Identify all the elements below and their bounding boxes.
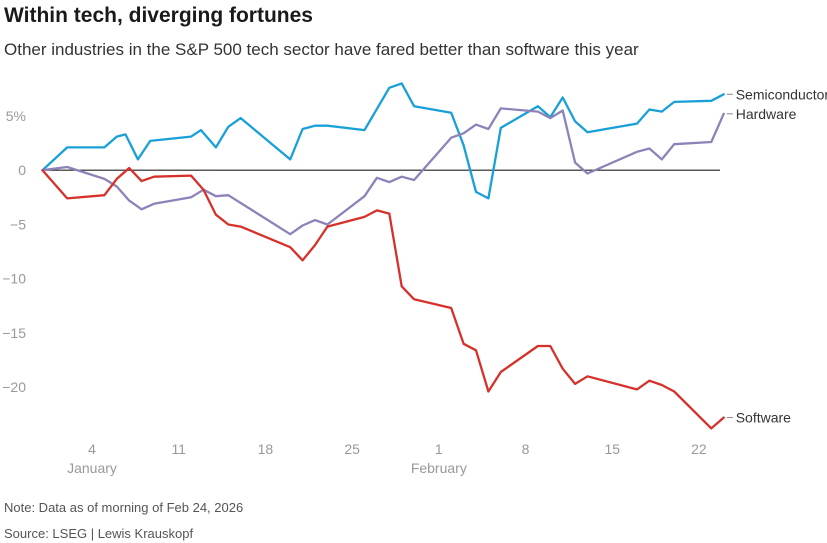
chart-title: Within tech, diverging fortunes xyxy=(4,4,313,27)
series-line-software xyxy=(41,166,725,430)
x-tick-label: 25 xyxy=(344,441,360,457)
chart-subtitle: Other industries in the S&P 500 tech sec… xyxy=(4,40,639,59)
x-tick-label: 11 xyxy=(171,441,186,457)
series-label-software: Software xyxy=(736,410,791,426)
x-tick-label: 4 xyxy=(88,441,96,457)
x-tick-label: 22 xyxy=(691,441,707,457)
y-tick-label: −20 xyxy=(2,379,26,395)
x-month-label: February xyxy=(411,460,467,476)
series-labels: Semiconductors Hardware Software xyxy=(726,86,827,426)
x-tick-label: 15 xyxy=(604,441,620,457)
chart-source: Source: LSEG | Lewis Krauskopf xyxy=(4,526,194,541)
y-tick-label: −5 xyxy=(10,216,26,232)
x-month-label: January xyxy=(67,460,117,476)
y-tick-label: 5% xyxy=(6,108,26,124)
x-tick-label: 18 xyxy=(258,441,274,457)
y-tick-label: −10 xyxy=(2,271,26,287)
x-tick-label: 1 xyxy=(435,441,443,457)
y-tick-label: 0 xyxy=(18,162,26,178)
chart-note: Note: Data as of morning of Feb 24, 2026 xyxy=(4,500,244,515)
series-label-semiconductors: Semiconductors xyxy=(736,86,827,102)
series-label-hardware: Hardware xyxy=(736,106,797,122)
series-lines xyxy=(41,82,725,430)
x-tick-label: 8 xyxy=(522,441,530,457)
series-line-semiconductors xyxy=(41,82,725,200)
series-line-hardware xyxy=(41,107,725,236)
y-tick-label: −15 xyxy=(2,325,26,341)
